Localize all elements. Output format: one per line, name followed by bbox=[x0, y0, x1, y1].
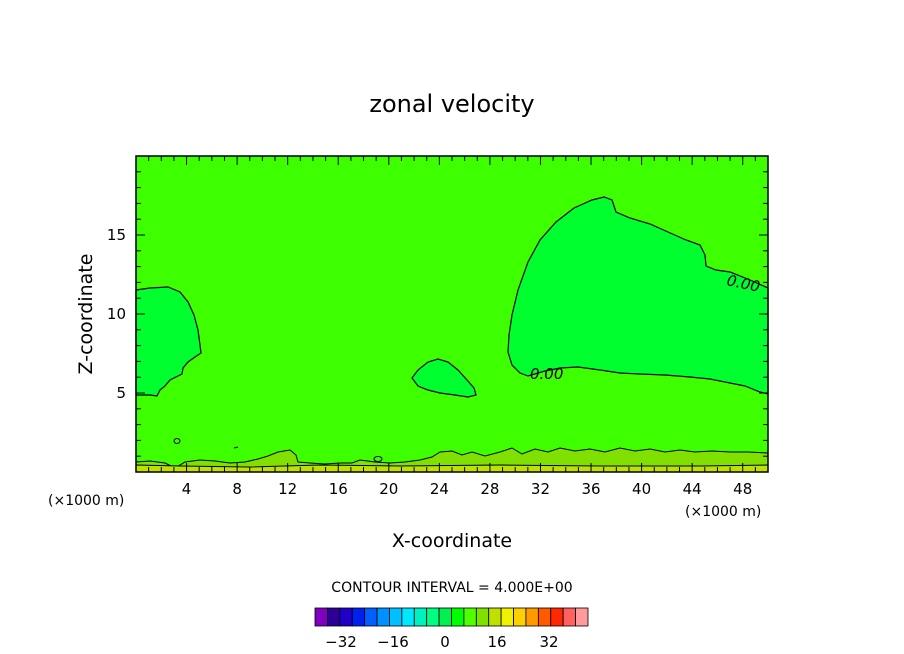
colorbar-swatch bbox=[376, 607, 390, 627]
colorbar-tick-label: −16 bbox=[377, 633, 409, 651]
x-tick-label: 12 bbox=[278, 480, 297, 498]
x-tick-label: 28 bbox=[480, 480, 499, 498]
positive-region-right bbox=[507, 196, 769, 395]
small-contour bbox=[373, 456, 383, 462]
colorbar-swatch bbox=[562, 607, 576, 627]
colorbar-swatch bbox=[475, 607, 490, 627]
colorbar-swatch bbox=[575, 607, 589, 627]
colorbar-swatch bbox=[513, 607, 527, 627]
colorbar: −32 −16 0 16 32 bbox=[314, 607, 589, 651]
colorbar-swatch bbox=[451, 607, 465, 627]
x-axis-title: X-coordinate bbox=[392, 530, 512, 552]
small-contour bbox=[233, 446, 239, 449]
colorbar-swatch bbox=[438, 607, 452, 627]
surface-contour bbox=[135, 464, 769, 468]
colorbar-swatch bbox=[389, 607, 403, 627]
x-tick-label: 4 bbox=[182, 480, 192, 498]
x-tick-label: 24 bbox=[430, 480, 449, 498]
x-tick-label: 16 bbox=[329, 480, 348, 498]
x-tick-label: 20 bbox=[379, 480, 398, 498]
colorbar-swatch bbox=[364, 607, 378, 627]
colorbar-swatch bbox=[550, 607, 564, 627]
colorbar-tick-label: −32 bbox=[325, 633, 357, 651]
contour-interval-text: CONTOUR INTERVAL = 4.000E+00 bbox=[331, 580, 572, 596]
y-axis-title: Z-coordinate bbox=[75, 254, 97, 375]
colorbar-swatch bbox=[488, 607, 502, 627]
y-axis: 5 10 15 bbox=[107, 171, 768, 457]
y-tick-label: 5 bbox=[116, 384, 126, 402]
positive-region-left bbox=[135, 286, 202, 397]
colorbar-swatch bbox=[339, 607, 353, 627]
x-axis: 4 8 12 16 20 24 28 32 36 40 44 48 bbox=[148, 156, 756, 498]
colorbar-swatch bbox=[463, 607, 477, 627]
y-tick-label: 15 bbox=[107, 226, 126, 244]
x-tick-label: 8 bbox=[232, 480, 242, 498]
x-tick-label: 44 bbox=[683, 480, 702, 498]
colorbar-tick-label: 16 bbox=[487, 633, 506, 651]
colorbar-swatch bbox=[525, 607, 539, 627]
colorbar-swatch bbox=[413, 607, 428, 627]
x-tick-label: 40 bbox=[632, 480, 651, 498]
chart-title: zonal velocity bbox=[369, 90, 534, 118]
colorbar-swatch bbox=[351, 607, 366, 627]
y-tick-label: 10 bbox=[107, 305, 126, 323]
x-tick-label: 48 bbox=[733, 480, 752, 498]
colorbar-swatch bbox=[314, 607, 328, 627]
colorbar-swatch bbox=[500, 607, 514, 627]
colorbar-swatch bbox=[426, 607, 440, 627]
contour-label: 0.00 bbox=[530, 365, 563, 383]
x-tick-label: 32 bbox=[531, 480, 550, 498]
x-unit-label-right: (×1000 m) bbox=[685, 504, 761, 520]
x-tick-label: 36 bbox=[581, 480, 600, 498]
colorbar-swatch bbox=[537, 607, 552, 627]
colorbar-tick-label: 32 bbox=[539, 633, 558, 651]
plot-area: 0.00 0.00 bbox=[135, 155, 769, 473]
positive-region-center bbox=[411, 358, 477, 398]
colorbar-tick-label: 0 bbox=[440, 633, 450, 651]
colorbar-swatch bbox=[327, 607, 341, 627]
colorbar-swatch bbox=[401, 607, 415, 627]
small-contour bbox=[173, 438, 181, 444]
x-unit-label-left: (×1000 m) bbox=[48, 493, 124, 509]
